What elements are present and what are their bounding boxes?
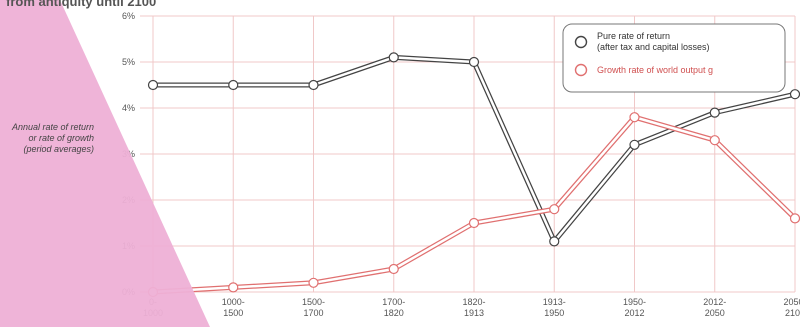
y-tick-label: 1% — [122, 241, 135, 251]
legend-marker — [574, 63, 588, 77]
y-tick-label: 2% — [122, 195, 135, 205]
data-point — [468, 56, 480, 68]
data-point — [308, 79, 319, 91]
data-point — [147, 79, 159, 91]
data-point — [709, 107, 720, 118]
x-tick-label: 1820-1913 — [462, 297, 485, 318]
x-axis-ticks: 0-1000 1000-1500 1500-1700 1700-1820 1820-19… — [143, 297, 800, 318]
y-tick-label: 4% — [122, 103, 135, 113]
y-tick-label: 3% — [122, 149, 135, 159]
data-point — [468, 217, 480, 229]
data-point — [629, 112, 640, 123]
y-axis-ticks: 0% 1% 2% 3% 4% 5% 6% — [122, 11, 135, 297]
data-point — [228, 282, 239, 293]
y-axis-label: Annual rate of return or rate of growth … — [11, 122, 94, 154]
data-point — [629, 139, 640, 150]
legend-label: Growth rate of world output g — [597, 65, 713, 75]
data-point — [709, 135, 720, 146]
x-tick-label: 1950-2012 — [623, 297, 646, 318]
x-tick-label: 1500-1700 — [302, 297, 325, 318]
x-tick-label: 2050-2100 — [783, 297, 800, 318]
data-point — [388, 52, 399, 63]
data-point — [388, 263, 399, 275]
x-tick-label: 1913-1950 — [543, 297, 566, 318]
x-tick-label: 1700-1820 — [382, 297, 405, 318]
x-tick-label: 1000-1500 — [222, 297, 245, 318]
x-tick-label: 0-1000 — [143, 297, 163, 318]
y-tick-label: 6% — [122, 11, 135, 21]
series-lines — [147, 52, 800, 298]
data-point — [549, 236, 560, 247]
data-point — [308, 277, 319, 288]
legend: Pure rate of return (after tax and capita… — [562, 23, 786, 93]
x-tick-label: 2012-2050 — [703, 297, 726, 318]
y-tick-label: 0% — [122, 287, 135, 297]
data-point — [147, 286, 159, 298]
data-point — [228, 79, 239, 91]
legend-marker — [574, 35, 588, 49]
y-tick-label: 5% — [122, 57, 135, 67]
chart-title-fragment: from antiquity until 2100 — [6, 0, 157, 9]
data-point — [549, 204, 560, 215]
legend-label: Pure rate of return (after tax and capita… — [597, 31, 710, 52]
data-point — [789, 89, 800, 100]
legend-box — [562, 23, 786, 93]
data-point — [789, 213, 800, 224]
